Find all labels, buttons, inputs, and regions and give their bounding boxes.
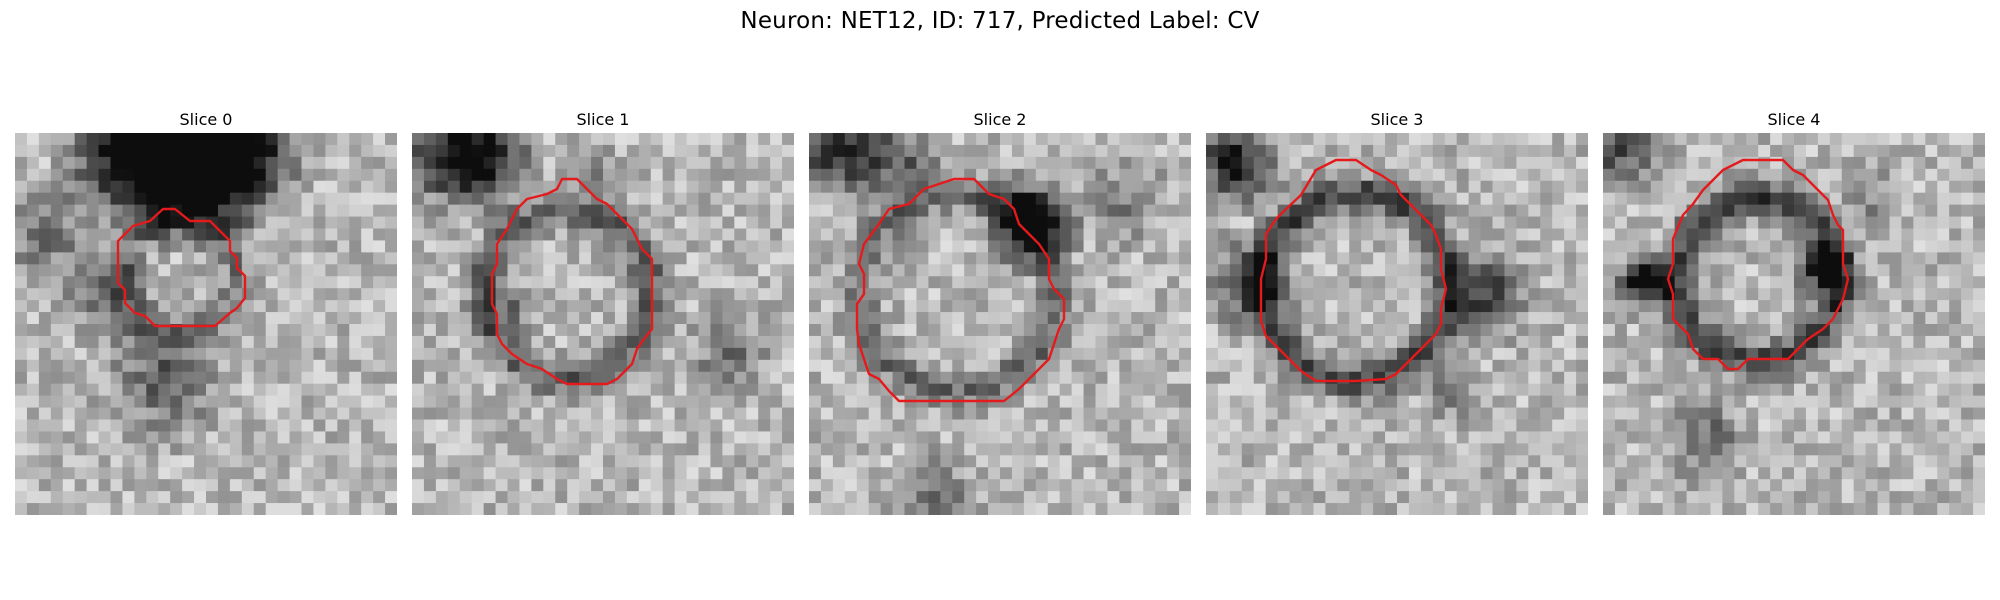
- slice-title-3: Slice 3: [1370, 110, 1424, 129]
- roi-outline: [855, 177, 1066, 403]
- slice-image-4: [1603, 133, 1985, 515]
- pixel-grid: [809, 133, 1191, 515]
- figure-title: Neuron: NET12, ID: 717, Predicted Label:…: [740, 8, 1260, 34]
- slice-title-2: Slice 2: [973, 110, 1027, 129]
- roi-outline: [490, 177, 654, 386]
- slice-title-1: Slice 1: [576, 110, 630, 129]
- pixel-grid: [15, 133, 397, 515]
- slice-title-0: Slice 0: [179, 110, 233, 129]
- pixel-grid: [412, 133, 794, 515]
- slice-image-3: [1206, 133, 1588, 515]
- slice-image-1: [412, 133, 794, 515]
- slice-image-2: [809, 133, 1191, 515]
- slice-image-0: [15, 133, 397, 515]
- roi-outline: [1259, 158, 1448, 383]
- slice-title-4: Slice 4: [1767, 110, 1821, 129]
- pixel-grid: [1206, 133, 1588, 515]
- pixel-grid: [1603, 133, 1985, 515]
- roi-outline: [1666, 158, 1850, 371]
- roi-outline: [116, 207, 247, 328]
